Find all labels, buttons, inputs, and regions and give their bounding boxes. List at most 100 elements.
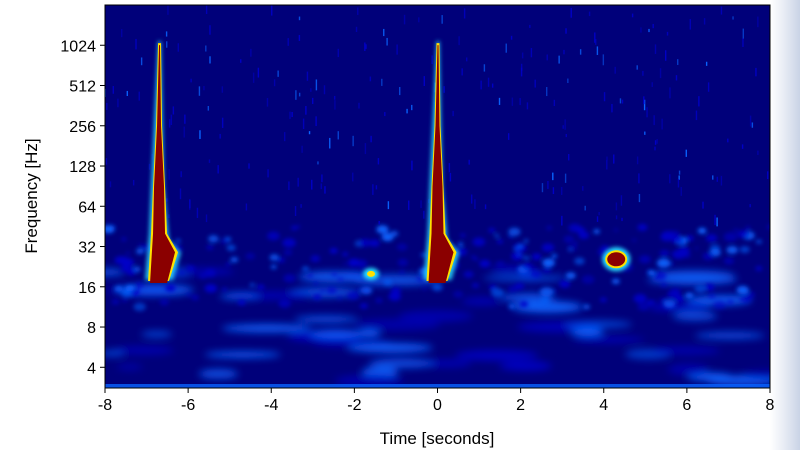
speckle-mark [660, 232, 674, 242]
band-mark [647, 273, 738, 286]
speckle-mark [313, 294, 322, 300]
speckle-mark [463, 270, 474, 278]
y-tick-label: 32 [78, 240, 96, 257]
speckle-mark [647, 270, 656, 276]
speckle-mark [375, 298, 383, 303]
x-tick-label: 6 [682, 397, 691, 414]
speckle-mark [573, 241, 578, 245]
speckle-mark [637, 302, 649, 311]
speckle-mark [542, 266, 552, 274]
band-mark [141, 331, 173, 338]
speckle-mark [704, 283, 715, 291]
band-mark [298, 271, 368, 283]
speckle-mark [737, 230, 750, 239]
speckle-mark [198, 272, 208, 279]
x-tick-label: 0 [433, 397, 442, 414]
speckle-mark [568, 223, 581, 233]
speckle-mark [283, 249, 293, 256]
speckle-mark [684, 292, 694, 299]
x-tick-label: -6 [181, 397, 195, 414]
speckle-mark [685, 235, 694, 242]
speckle-mark [565, 272, 576, 280]
speckle-mark [204, 283, 217, 293]
speckle-mark [726, 245, 738, 254]
speckle-mark [359, 303, 368, 309]
speckle-mark [508, 304, 516, 309]
speckle-mark [121, 256, 128, 262]
speckle-mark [307, 273, 314, 278]
y-tick-label: 8 [87, 320, 96, 337]
speckle-mark [660, 282, 668, 288]
band-mark [572, 336, 645, 343]
speckle-mark [646, 299, 655, 306]
speckle-mark [522, 263, 533, 270]
speckle-mark [511, 251, 524, 261]
plot-area [104, 4, 771, 389]
speckle-mark [551, 254, 558, 259]
speckle-mark [225, 262, 231, 266]
x-tick-label: -8 [98, 397, 112, 414]
speckle-mark [296, 225, 301, 229]
band-mark [114, 345, 174, 355]
speckle-mark [431, 283, 443, 292]
speckle-mark [291, 225, 298, 230]
band-mark [741, 370, 770, 379]
speckle-mark [471, 282, 480, 288]
speckle-mark [631, 238, 637, 242]
band-mark [646, 302, 712, 312]
heatmap-texture [105, 5, 770, 388]
event-chirp [145, 41, 182, 283]
speckle-mark [567, 248, 573, 252]
speckle-mark [513, 246, 520, 251]
speckle-mark [563, 235, 575, 243]
speckle-mark [420, 252, 428, 258]
event-blob [602, 247, 631, 272]
speckle-mark [267, 231, 280, 241]
band-mark [706, 375, 770, 386]
x-tick-label: -4 [264, 397, 278, 414]
band-mark [667, 363, 710, 376]
speckle-mark [245, 252, 256, 260]
speckle-mark [653, 271, 667, 281]
band-mark [219, 292, 261, 300]
speckle-mark [186, 265, 196, 272]
speckle-mark [755, 239, 762, 244]
x-tick-label: 2 [516, 397, 525, 414]
speckle-mark [694, 284, 706, 294]
x-axis: -8 -6 -4 -2 0 2 4 6 8 [98, 388, 775, 414]
speckle-mark [269, 254, 280, 261]
speckle-mark [473, 257, 478, 261]
speckle-mark [397, 258, 409, 267]
speckle-mark [399, 270, 405, 274]
speckle-mark [517, 252, 522, 256]
y-tick-label: 256 [69, 119, 96, 136]
speckle-mark [613, 228, 619, 232]
speckle-mark [546, 225, 553, 231]
speckle-mark [125, 285, 135, 292]
speckle-mark [342, 262, 348, 266]
speckle-mark [599, 297, 607, 303]
speckle-mark [138, 243, 146, 249]
speckle-mark [542, 258, 555, 268]
speckle-mark [582, 304, 591, 310]
speckle-mark [125, 251, 131, 256]
speckle-mark [453, 290, 464, 298]
speckle-mark [671, 235, 682, 243]
speckle-mark [540, 297, 550, 304]
speckle-mark [611, 278, 620, 285]
speckle-mark [326, 286, 337, 294]
speckle-mark [669, 262, 674, 266]
speckle-mark [191, 294, 200, 301]
band-mark [105, 350, 125, 357]
x-tick-label: -2 [347, 397, 361, 414]
speckle-mark [709, 244, 721, 252]
speckle-mark [175, 238, 181, 243]
speckle-mark [496, 239, 503, 244]
speckle-mark [159, 298, 169, 306]
speckle-mark [136, 248, 145, 255]
x-axis-title: Time [seconds] [380, 429, 495, 448]
speckle-mark [541, 243, 555, 252]
speckle-mark [122, 298, 128, 303]
speckle-noise [105, 223, 770, 312]
